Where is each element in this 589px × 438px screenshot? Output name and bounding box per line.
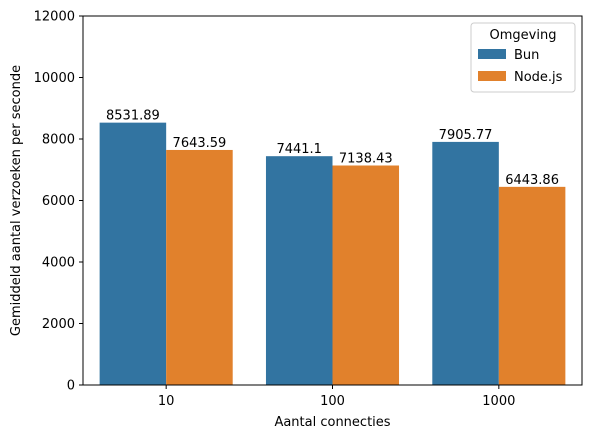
y-tick-label: 0 xyxy=(67,379,75,394)
legend-swatch xyxy=(478,71,506,81)
y-tick-label: 4000 xyxy=(42,256,75,271)
x-axis: 10 100 1000 xyxy=(158,385,515,409)
y-axis: 0 2000 4000 6000 8000 10000 12000 xyxy=(34,10,83,394)
bar-node-js-100 xyxy=(332,165,400,385)
data-label: 7138.43 xyxy=(339,151,393,166)
x-tick-label: 10 xyxy=(158,394,175,409)
x-tick-label: 1000 xyxy=(482,394,515,409)
bar-node-js-10 xyxy=(166,149,233,385)
bar-bun-100 xyxy=(265,156,333,385)
legend-items: Bun Node.js xyxy=(478,48,563,85)
x-tick-label: 100 xyxy=(320,394,345,409)
x-axis-title: Aantal connecties xyxy=(274,415,390,430)
y-tick-label: 6000 xyxy=(42,194,75,209)
bars-layer xyxy=(99,122,566,386)
data-labels-layer: 8531.89 7643.59 7441.1 7138.43 7905.77 6443.8… xyxy=(106,109,559,188)
legend-title: Omgeving xyxy=(490,28,557,43)
data-label: 8531.89 xyxy=(106,109,160,124)
bar-node-js-1000 xyxy=(498,186,566,385)
legend-entry-label: Node.js xyxy=(514,70,563,85)
data-label: 7441.1 xyxy=(276,142,322,157)
y-tick-label: 10000 xyxy=(34,71,75,86)
y-tick-label: 2000 xyxy=(42,317,75,332)
bar-bun-1000 xyxy=(432,141,499,385)
y-axis-title: Gemiddeld aantal verzoeken per seconde xyxy=(9,65,24,336)
data-label: 6443.86 xyxy=(505,173,559,188)
data-label: 7643.59 xyxy=(173,136,227,151)
y-tick-label: 12000 xyxy=(34,10,75,25)
y-tick-label: 8000 xyxy=(42,133,75,148)
legend: Omgeving Bun Node.js xyxy=(470,22,576,93)
legend-entry-label: Bun xyxy=(514,48,539,63)
data-label: 7905.77 xyxy=(439,128,493,143)
bar-bun-10 xyxy=(99,122,167,386)
legend-swatch xyxy=(478,49,506,59)
